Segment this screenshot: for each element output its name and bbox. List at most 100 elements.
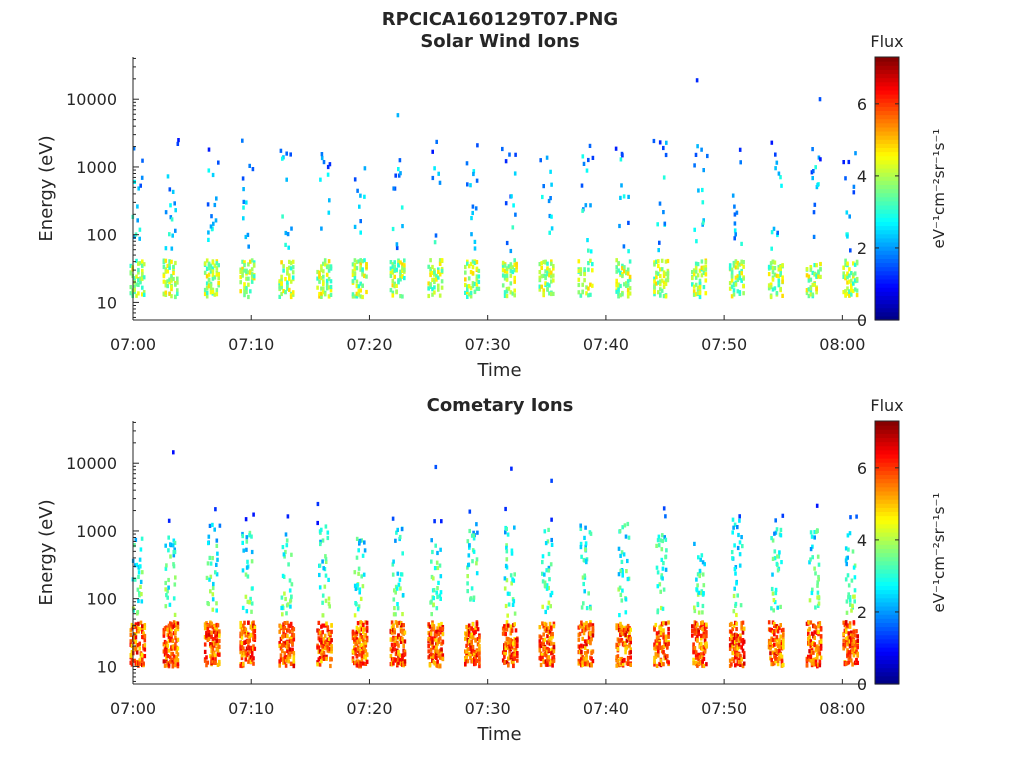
colorbar-frame (874, 420, 900, 685)
flux-cell (137, 570, 141, 575)
flux-cell (364, 656, 368, 661)
flux-cell (780, 560, 783, 565)
flux-cell (776, 605, 779, 610)
flux-cell (433, 649, 437, 655)
flux-cell (289, 266, 293, 271)
flux-cell (698, 568, 702, 573)
flux-cell (322, 286, 325, 291)
flux-cell (625, 569, 628, 574)
flux-cell (288, 276, 291, 282)
flux-cell (664, 537, 668, 542)
flux-cell (138, 557, 142, 562)
flux-cell (846, 275, 849, 280)
flux-cell (769, 282, 773, 287)
flux-cell (588, 143, 592, 148)
flux-cell (469, 183, 472, 188)
colorbar-step (875, 544, 899, 549)
flux-cell (583, 639, 587, 644)
flux-cell (398, 158, 402, 163)
flux-cell (661, 576, 664, 581)
flux-cell (399, 639, 403, 644)
colorbar-title: Flux (870, 396, 903, 415)
flux-cell (365, 625, 369, 630)
flux-cell (213, 292, 217, 297)
colorbar-step (875, 519, 899, 525)
flux-cell (286, 640, 289, 646)
flux-cell (702, 634, 706, 639)
flux-cell (730, 621, 733, 626)
flux-cell (542, 273, 545, 278)
flux-cell (582, 581, 585, 587)
flux-cell (691, 628, 694, 633)
flux-cell (513, 525, 516, 530)
flux-cell (512, 203, 515, 208)
flux-cell (813, 642, 816, 647)
flux-cell (659, 624, 663, 629)
flux-cell (285, 543, 289, 548)
flux-cell (284, 230, 288, 236)
flux-cell (353, 258, 357, 263)
flux-cell (365, 635, 369, 640)
flux-cell (779, 266, 782, 272)
flux-cell (701, 659, 704, 664)
flux-cell (207, 633, 211, 638)
flux-cell (543, 637, 547, 642)
colorbar-step (875, 155, 899, 161)
flux-cell (666, 654, 669, 659)
flux-cell (663, 221, 667, 226)
flux-cell (467, 292, 471, 297)
flux-cell (284, 633, 288, 638)
flux-cell (730, 270, 734, 275)
colorbar-step (875, 287, 899, 292)
flux-cell (280, 274, 283, 279)
flux-cell (321, 538, 325, 543)
flux-cell (324, 554, 327, 559)
colorbar-step (875, 638, 899, 644)
flux-cell (394, 538, 397, 543)
flux-cell (581, 208, 584, 213)
flux-cell (207, 284, 211, 289)
flux-cell (851, 603, 854, 608)
flux-cell (395, 267, 398, 272)
flux-cell (701, 560, 705, 565)
flux-cell (550, 261, 553, 266)
flux-cell (662, 662, 665, 667)
flux-cell (403, 652, 407, 657)
flux-cell (777, 264, 781, 270)
flux-cell (782, 662, 785, 668)
flux-cell (844, 293, 847, 298)
flux-cell (362, 629, 365, 634)
flux-cell (250, 549, 254, 555)
flux-cell (432, 602, 435, 607)
flux-cell (584, 547, 587, 552)
flux-cell (583, 651, 587, 656)
flux-cell (657, 259, 660, 264)
flux-cell (546, 266, 549, 271)
flux-cell (396, 606, 400, 611)
flux-cell (477, 274, 481, 279)
flux-cell (212, 221, 215, 226)
flux-cell (813, 535, 816, 540)
flux-cell (176, 646, 180, 651)
flux-cell (140, 536, 144, 541)
flux-cell (548, 268, 551, 273)
flux-cell (327, 636, 331, 641)
flux-cell (205, 663, 208, 668)
flux-cell (176, 291, 179, 296)
flux-cell (846, 280, 849, 285)
flux-cell (166, 279, 169, 284)
flux-cell (362, 622, 365, 627)
flux-cell (809, 277, 813, 282)
flux-cell (473, 260, 477, 265)
flux-cell (694, 652, 698, 657)
flux-cell (397, 262, 400, 268)
flux-cell (736, 260, 740, 266)
flux-cell (354, 586, 358, 591)
flux-cell (696, 637, 699, 643)
x-tick-label: 07:10 (228, 335, 274, 354)
colorbar-step (875, 229, 899, 235)
flux-cell (433, 166, 436, 171)
flux-cell (142, 290, 146, 295)
flux-cell (207, 534, 211, 539)
flux-cell (361, 294, 364, 300)
